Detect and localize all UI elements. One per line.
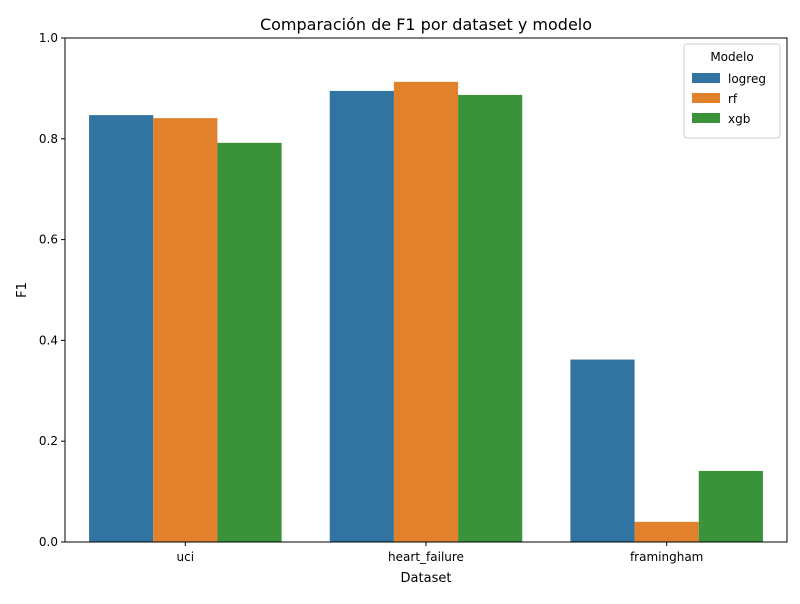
y-axis-label: F1 [15,282,30,298]
bar-rf-heart_failure [393,81,459,543]
bars-group [89,81,763,543]
x-tick-label: uci [177,550,195,564]
y-tick-label: 0.0 [39,535,58,549]
bar-xgb-uci [217,142,282,542]
y-tick-label: 0.2 [39,434,58,448]
legend: Modelo logreg rf xgb [683,43,781,139]
legend-swatch-logreg [692,73,720,83]
legend-label-rf: rf [728,92,738,106]
y-tick-label: 0.8 [39,132,58,146]
chart-title: Comparación de F1 por dataset y modelo [260,15,592,34]
axes-group: 0.0 0.2 0.4 0.6 0.8 1.0 uci heart_failure framin… [39,31,788,564]
bar-rf-framingham [634,521,699,542]
x-tick-label: framingham [630,550,703,564]
legend-label-logreg: logreg [728,72,766,86]
y-tick-label: 0.4 [39,333,58,347]
y-tick-label: 0.6 [39,233,58,247]
bar-rf-uci [153,118,218,543]
x-tick-label: heart_failure [388,550,464,564]
legend-label-xgb: xgb [728,112,750,126]
legend-swatch-xgb [692,113,720,123]
y-tick-label: 1.0 [39,31,58,45]
bar-logreg-framingham [570,359,635,542]
bar-xgb-framingham [698,470,763,542]
bar-logreg-heart_failure [329,90,394,543]
legend-title: Modelo [710,50,753,64]
bar-logreg-uci [89,115,154,542]
x-axis-label: Dataset [401,571,452,586]
bar-xgb-heart_failure [458,94,523,543]
legend-swatch-rf [692,93,720,103]
